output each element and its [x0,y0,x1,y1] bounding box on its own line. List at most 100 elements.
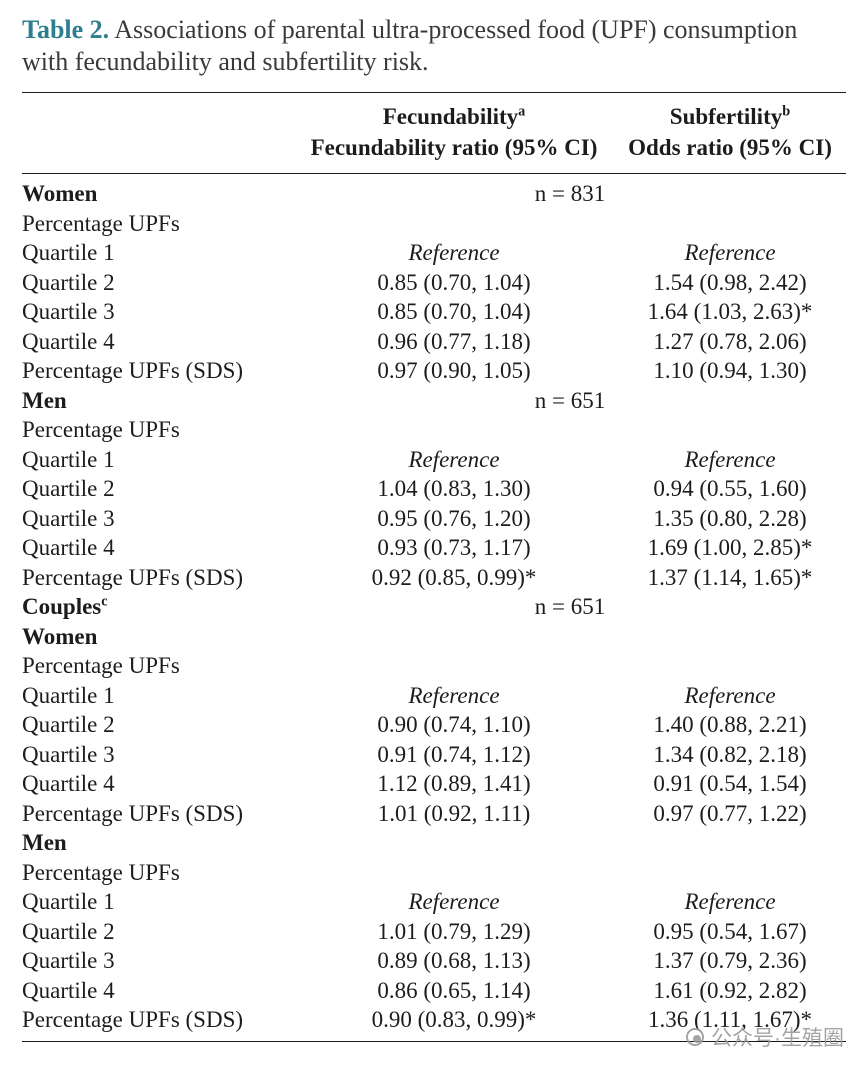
subfertility-value: 1.34 (0.82, 2.18) [653,741,807,767]
header-subfertility: Subfertilityb Odds ratio (95% CI) [614,101,846,163]
paper-table-page: Table 2. Associations of parental ultra-… [22,14,846,1042]
subfertility-value: 1.61 (0.92, 2.82) [653,977,807,1003]
row-label: Quartile 2 [22,269,115,295]
fecundability-value: 0.85 (0.70, 1.04) [377,269,531,295]
fecundability-value: 0.96 (0.77, 1.18) [377,328,531,354]
table-body: Women n = 831 Percentage UPFs Quartile 1… [22,174,846,1041]
row-label: Quartile 3 [22,741,115,767]
row-label: Quartile 4 [22,771,115,796]
fecundability-value: 0.86 (0.65, 1.14) [377,977,531,1003]
table-row: Quartile 3 0.85 (0.70, 1.04) 1.64 (1.03,… [22,297,846,327]
table-row: Quartile 1 Reference Reference [22,445,846,475]
row-label: Percentage UPFs (SDS) [22,800,244,826]
table-row: Quartile 3 0.95 (0.76, 1.20) 1.35 (0.80,… [22,504,846,534]
row-label: Percentage UPFs (SDS) [22,1007,244,1032]
fecundability-value: 1.04 (0.83, 1.30) [377,476,531,501]
bottom-rule [22,1040,846,1042]
subfertility-value: 0.97 (0.77, 1.22) [653,800,807,826]
section-label: Couplesc [22,593,108,619]
table-row: Quartile 4 0.93 (0.73, 1.17) 1.69 (1.00,… [22,533,846,563]
row-label: Percentage UPFs (SDS) [22,358,244,383]
subfertility-value: 1.40 (0.88, 2.21) [653,712,807,737]
watermark: 公众号·生殖圈 [686,1022,844,1052]
row-label: Quartile 2 [22,476,115,501]
table-row: Quartile 2 1.01 (0.79, 1.29) 0.95 (0.54,… [22,917,846,947]
section-row-women: Women n = 831 [22,179,846,209]
subfertility-value: 1.69 (1.00, 2.85)* [647,535,813,560]
subfertility-value: 1.27 (0.78, 2.06) [653,328,807,354]
table-row: Quartile 3 0.91 (0.74, 1.12) 1.34 (0.82,… [22,740,846,770]
subfertility-value: 1.37 (1.14, 1.65)* [647,564,813,590]
fecundability-value: 1.01 (0.92, 1.11) [377,800,531,826]
header-rule [22,173,846,174]
fecundability-value: 0.95 (0.76, 1.20) [377,505,531,531]
table-row: Quartile 2 0.90 (0.74, 1.10) 1.40 (0.88,… [22,710,846,740]
fecundability-value: 0.85 (0.70, 1.04) [377,299,531,324]
fecundability-value: 1.12 (0.89, 1.41) [377,771,531,796]
subfertility-value: Reference [684,446,776,472]
row-label: Percentage UPFs [22,417,180,442]
row-label: Quartile 3 [22,948,115,973]
table-number: Table 2. [22,15,110,44]
subfertility-value: 1.35 (0.80, 2.28) [653,505,807,531]
row-label: Quartile 1 [22,240,115,265]
subfertility-value: 1.36 (1.11, 1.67)* [648,1007,812,1032]
fecundability-value: Reference [408,240,500,265]
row-label: Quartile 1 [22,682,115,708]
table-row: Quartile 1 Reference Reference [22,887,846,917]
row-label: Percentage UPFs [22,210,180,236]
fecundability-value: 0.90 (0.74, 1.10) [377,712,531,737]
row-label: Quartile 2 [22,918,115,944]
footnote-marker-a: a [518,103,526,120]
fecundability-value: 0.91 (0.74, 1.12) [377,741,531,767]
section-row-couples-men: Men [22,828,846,858]
subfertility-value: Reference [684,240,776,265]
table-caption: Table 2. Associations of parental ultra-… [22,14,846,78]
top-rule [22,92,846,93]
sample-size: n = 831 [534,181,606,206]
section-label: Men [22,387,67,413]
table-row: Quartile 4 1.12 (0.89, 1.41) 0.91 (0.54,… [22,769,846,799]
table-row: Percentage UPFs (SDS) 0.97 (0.90, 1.05) … [22,356,846,386]
subfertility-value: 0.91 (0.54, 1.54) [653,771,807,796]
sample-size: n = 651 [534,387,606,413]
footnote-marker-c: c [101,593,108,610]
row-label: Quartile 4 [22,977,115,1003]
fecundability-value: 0.93 (0.73, 1.17) [377,535,531,560]
row-label: Quartile 1 [22,446,115,472]
subfertility-value: 1.64 (1.03, 2.63)* [647,299,813,324]
row-label: Percentage UPFs [22,653,180,678]
header-fecundability: Fecundabilitya Fecundability ratio (95% … [294,101,614,163]
table-row: Quartile 2 0.85 (0.70, 1.04) 1.54 (0.98,… [22,268,846,298]
fecundability-value: Reference [408,682,500,708]
row-label: Percentage UPFs (SDS) [22,564,244,590]
table-row: Quartile 2 1.04 (0.83, 1.30) 0.94 (0.55,… [22,474,846,504]
subfertility-value: 1.54 (0.98, 2.42) [653,269,807,295]
watermark-logo-icon [686,1028,704,1046]
section-row-couples-women: Women [22,622,846,652]
row-label: Quartile 3 [22,299,115,324]
table-row: Quartile 1 Reference Reference [22,238,846,268]
table-row: Quartile 1 Reference Reference [22,681,846,711]
table-row: Quartile 4 0.86 (0.65, 1.14) 1.61 (0.92,… [22,976,846,1006]
subfertility-value: 1.37 (0.79, 2.36) [653,948,807,973]
fecundability-value: 0.89 (0.68, 1.13) [377,948,531,973]
header-subfertility-sub: Odds ratio (95% CI) [628,135,832,160]
section-row-couples: Couplesc n = 651 [22,592,846,622]
fecundability-value: Reference [408,446,500,472]
subfertility-value: Reference [684,682,776,708]
table-row: Percentage UPFs (SDS) 1.01 (0.92, 1.11) … [22,799,846,829]
section-label: Women [22,181,98,206]
subsection-row: Percentage UPFs [22,209,846,239]
table-row: Quartile 4 0.96 (0.77, 1.18) 1.27 (0.78,… [22,327,846,357]
footnote-marker-b: b [782,103,791,120]
header-fecundability-sub: Fecundability ratio (95% CI) [310,135,598,160]
row-label: Quartile 1 [22,889,115,914]
row-label: Percentage UPFs [22,859,180,885]
fecundability-value: 1.01 (0.79, 1.29) [377,918,531,944]
sample-size: n = 651 [534,594,606,619]
subfertility-value: 1.10 (0.94, 1.30) [653,358,807,383]
subfertility-value: 0.94 (0.55, 1.60) [653,476,807,501]
fecundability-value: 0.92 (0.85, 0.99)* [371,564,537,590]
row-label: Quartile 4 [22,328,115,354]
